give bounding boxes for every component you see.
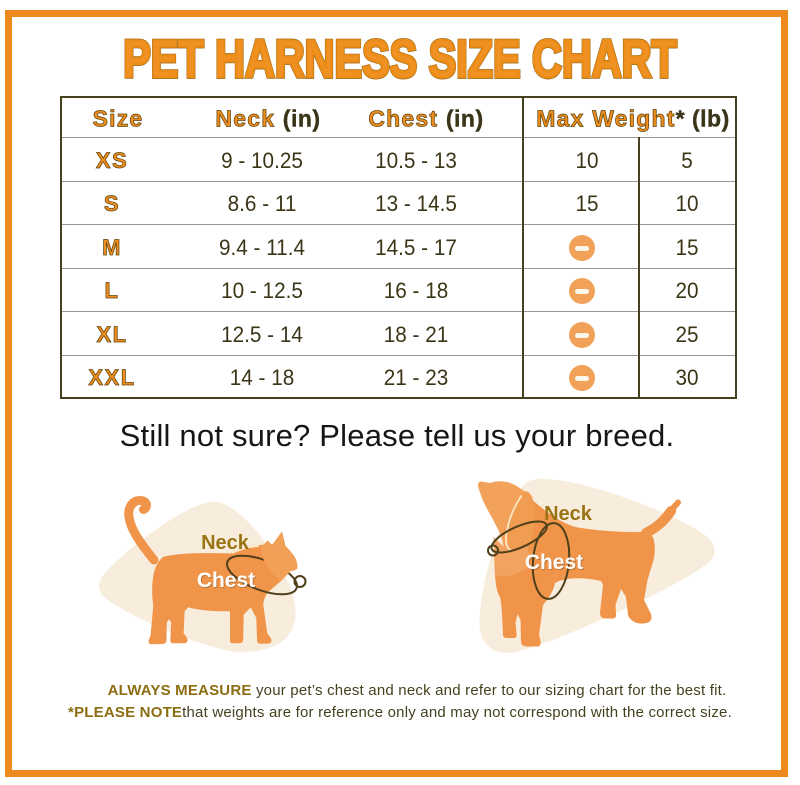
svg-text:Chest: Chest bbox=[198, 570, 256, 593]
svg-text:Chest: Chest bbox=[526, 552, 584, 575]
svg-text:Neck: Neck bbox=[201, 532, 250, 554]
svg-text:Neck: Neck bbox=[544, 503, 593, 525]
svg-text:Chest: Chest bbox=[525, 551, 583, 574]
svg-text:Chest: Chest bbox=[197, 569, 255, 592]
